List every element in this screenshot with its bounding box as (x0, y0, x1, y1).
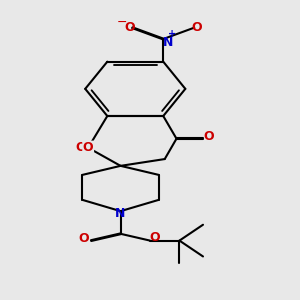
Text: −: − (117, 16, 127, 28)
Text: O: O (76, 141, 86, 154)
Text: O: O (83, 141, 94, 154)
Text: O: O (124, 21, 135, 34)
Text: N: N (116, 207, 126, 220)
Text: +: + (168, 29, 176, 40)
Text: N: N (163, 36, 173, 49)
Text: O: O (204, 130, 214, 143)
Text: O: O (192, 21, 203, 34)
Text: O: O (78, 232, 89, 245)
Text: O: O (149, 231, 160, 244)
